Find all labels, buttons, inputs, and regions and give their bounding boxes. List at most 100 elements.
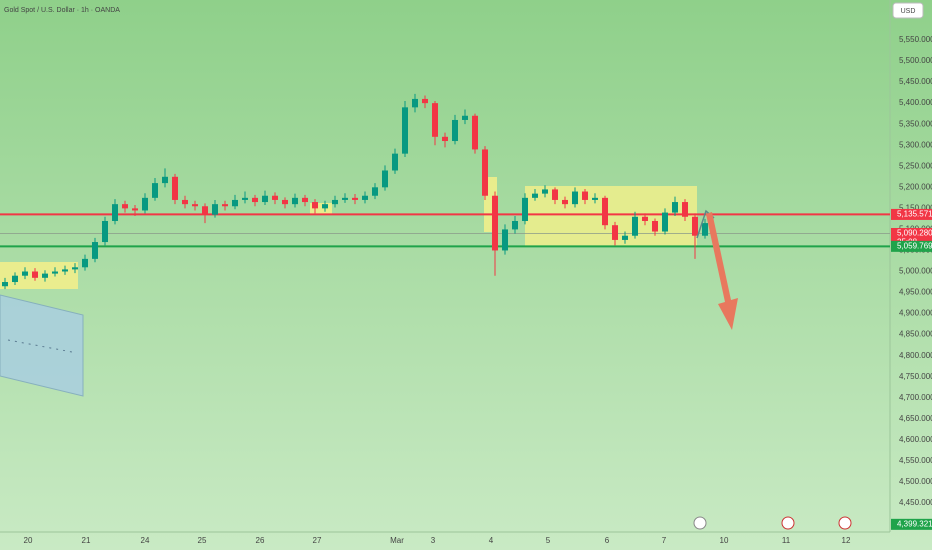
- candle-body: [472, 115, 478, 150]
- y-tick-label: 5,500.000: [899, 56, 932, 65]
- candle-body: [192, 204, 198, 207]
- candle-body: [32, 271, 38, 278]
- candle-body: [632, 216, 638, 236]
- y-tick-label: 5,250.000: [899, 161, 932, 170]
- candle-body: [132, 208, 138, 211]
- chart-title: Gold Spot / U.S. Dollar · 1h · OANDA: [4, 7, 120, 14]
- candle-body: [652, 220, 658, 232]
- candle-body: [252, 197, 258, 203]
- candle-body: [2, 282, 8, 287]
- candle-body: [282, 199, 288, 205]
- y-tick-label: 5,350.000: [899, 119, 932, 128]
- candle-body: [72, 267, 78, 270]
- candle-body: [212, 204, 218, 215]
- x-tick-label: 4: [489, 536, 494, 545]
- candle-body: [162, 176, 168, 184]
- candle-body: [232, 199, 238, 207]
- y-tick-label: 4,900.000: [899, 309, 932, 318]
- candle-body: [92, 242, 98, 259]
- candle-body: [642, 216, 648, 221]
- candle-body: [152, 183, 158, 198]
- x-tick-label: 3: [431, 536, 436, 545]
- candle-body: [572, 191, 578, 205]
- candle-body: [52, 271, 58, 274]
- price-label: 5,090.280: [897, 229, 932, 238]
- candle-body: [552, 189, 558, 200]
- price-label: 5,059.769: [897, 241, 932, 250]
- x-tick-label: Mar: [390, 536, 404, 545]
- candle-body: [352, 197, 358, 200]
- candle-body: [562, 199, 568, 205]
- x-tick-label: 21: [82, 536, 91, 545]
- y-tick-label: 4,800.000: [899, 351, 932, 360]
- event-icon[interactable]: [693, 516, 707, 530]
- y-tick-label: 4,650.000: [899, 414, 932, 423]
- candle-body: [492, 195, 498, 251]
- candle-body: [422, 98, 428, 104]
- candle-body: [382, 170, 388, 188]
- candle-body: [592, 197, 598, 200]
- candle-body: [182, 199, 188, 205]
- y-tick-label: 5,200.000: [899, 182, 932, 191]
- candle-body: [622, 235, 628, 240]
- event-icon[interactable]: [838, 516, 852, 530]
- candle-body: [42, 273, 48, 278]
- x-tick-label: 24: [141, 536, 150, 545]
- y-tick-label: 5,300.000: [899, 140, 932, 149]
- y-tick-label: 4,750.000: [899, 372, 932, 381]
- candle-body: [532, 193, 538, 198]
- candle-body: [312, 202, 318, 209]
- price-label: 4,399.321: [897, 519, 932, 528]
- x-tick-label: 11: [782, 536, 791, 545]
- y-tick-label: 4,550.000: [899, 456, 932, 465]
- y-tick-label: 5,450.000: [899, 77, 932, 86]
- currency: USD: [901, 8, 916, 15]
- x-tick-label: 7: [662, 536, 667, 545]
- price-label: 5,135.571: [897, 210, 932, 219]
- candle-body: [172, 176, 178, 200]
- candle-body: [332, 199, 338, 205]
- candle-body: [502, 229, 508, 251]
- event-icon[interactable]: [781, 516, 795, 530]
- candle-body: [412, 98, 418, 108]
- y-tick-label: 4,600.000: [899, 435, 932, 444]
- candle-body: [612, 225, 618, 240]
- candle-body: [272, 195, 278, 200]
- y-tick-label: 4,700.000: [899, 393, 932, 402]
- y-tick-label: 4,950.000: [899, 288, 932, 297]
- arrow: [706, 212, 738, 330]
- candle-body: [102, 220, 108, 243]
- candle-body: [542, 189, 548, 194]
- y-tick-label: 5,150.000: [899, 203, 932, 212]
- candle-body: [702, 223, 708, 236]
- candle-body: [322, 204, 328, 209]
- candle-body: [372, 187, 378, 196]
- candle-body: [602, 197, 608, 226]
- currency-button[interactable]: [892, 2, 924, 19]
- candle-body: [362, 195, 368, 200]
- candle-body: [82, 258, 88, 268]
- price-label-box: [891, 240, 932, 252]
- candle-body: [202, 206, 208, 215]
- candle-body: [512, 220, 518, 230]
- candle-body: [442, 136, 448, 142]
- candle-body: [482, 149, 488, 196]
- candle-body: [402, 107, 408, 154]
- x-tick-label: 12: [842, 536, 851, 545]
- candle-body: [662, 212, 668, 232]
- price-label-box: [891, 518, 932, 530]
- candle-body: [302, 197, 308, 203]
- candle-body: [22, 271, 28, 276]
- y-tick-label: 5,000.000: [899, 267, 932, 276]
- y-tick-label: 4,500.000: [899, 477, 932, 486]
- candle-body: [682, 202, 688, 217]
- candle-body: [432, 103, 438, 137]
- x-tick-label: 27: [313, 536, 322, 545]
- candle-body: [392, 153, 398, 171]
- x-tick-label: 10: [720, 536, 729, 545]
- x-tick-label: 5: [546, 536, 551, 545]
- candle-body: [62, 269, 68, 272]
- candle-body: [262, 195, 268, 203]
